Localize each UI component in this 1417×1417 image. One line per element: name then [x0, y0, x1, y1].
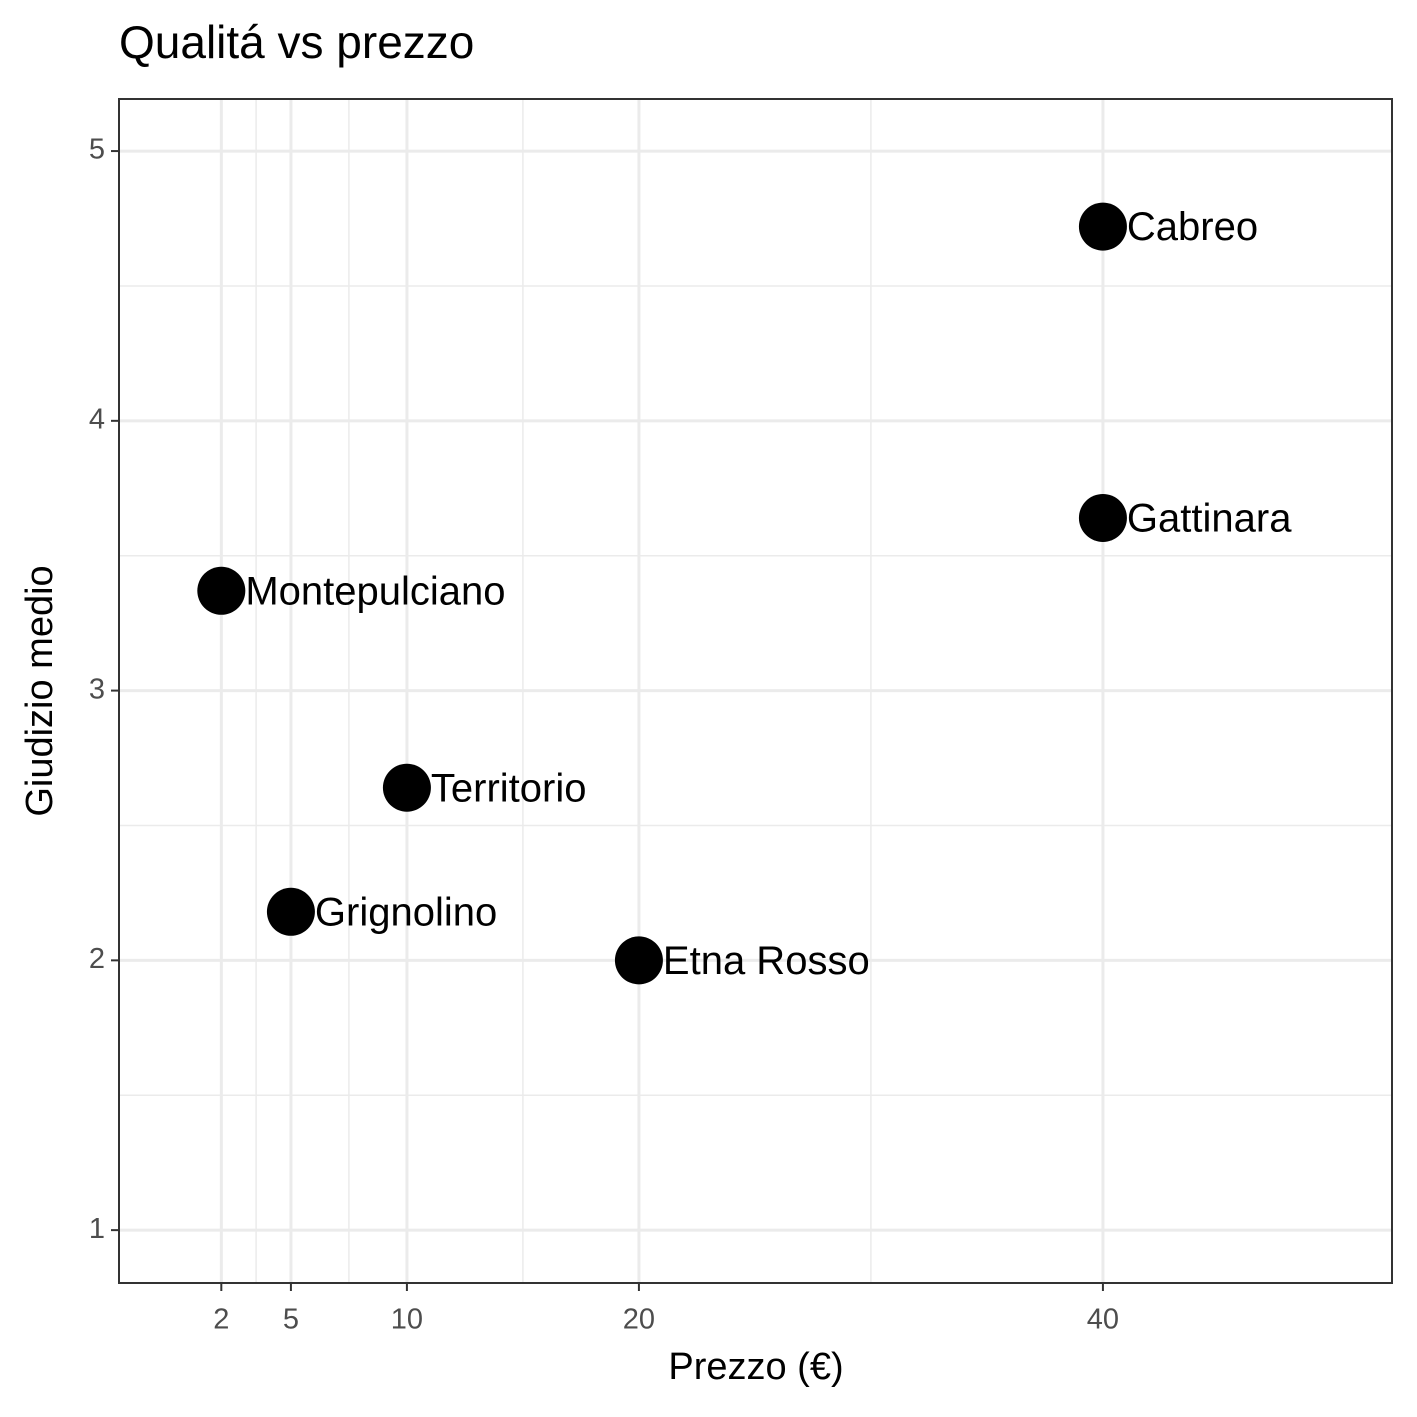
y-tick-label: 1	[89, 1213, 105, 1245]
y-tick-label: 3	[89, 673, 105, 705]
x-tick-label: 5	[283, 1304, 299, 1336]
point-label: Etna Rosso	[663, 939, 870, 983]
x-tick-label: 40	[1087, 1304, 1119, 1336]
x-tick-label: 20	[623, 1304, 655, 1336]
y-tick-label: 4	[89, 403, 105, 435]
y-tick-label: 5	[89, 134, 105, 166]
point	[1078, 202, 1127, 251]
point-label: Cabreo	[1127, 205, 1258, 249]
point	[382, 763, 431, 812]
y-tick-label: 2	[89, 943, 105, 975]
point-label: Territorio	[431, 766, 587, 810]
x-axis-label: Prezzo (€)	[668, 1346, 843, 1388]
point-label: Gattinara	[1127, 497, 1292, 541]
y-axis-label: Giudizio medio	[19, 565, 61, 816]
point	[197, 566, 246, 615]
chart-title: Qualitá vs prezzo	[119, 16, 474, 68]
point-label: Grignolino	[315, 890, 497, 934]
plot-border	[118, 98, 1393, 1284]
x-tick-label: 2	[213, 1304, 229, 1336]
point	[614, 936, 663, 985]
x-tick-label: 10	[391, 1304, 423, 1336]
point	[266, 887, 315, 936]
point-label: Montepulciano	[245, 569, 505, 613]
point	[1078, 493, 1127, 542]
